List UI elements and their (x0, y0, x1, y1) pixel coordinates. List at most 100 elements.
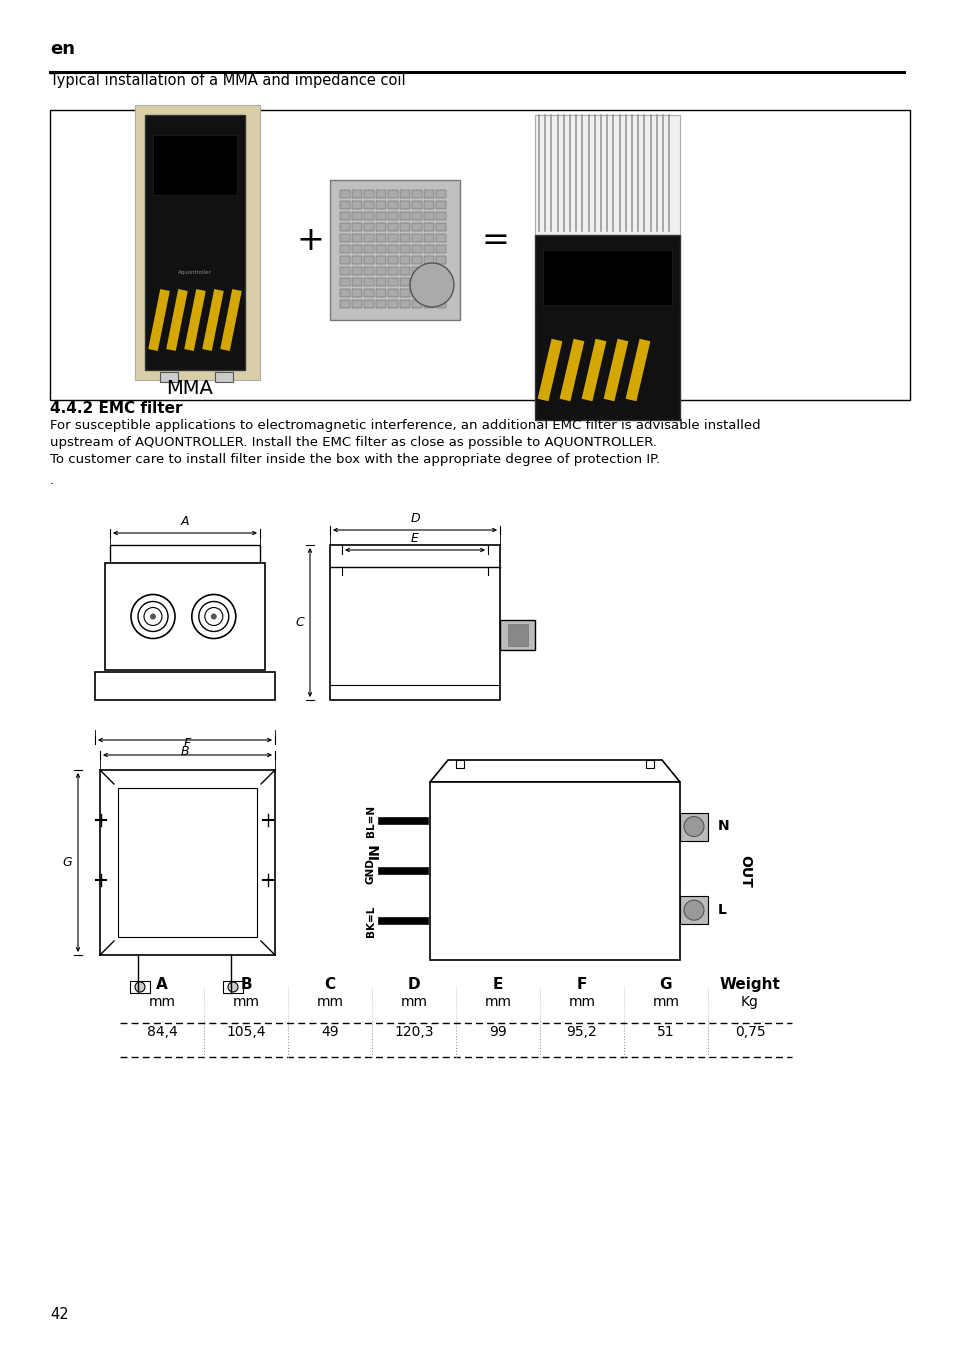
Text: E: E (411, 531, 418, 545)
Text: A: A (180, 515, 189, 529)
Text: GND: GND (366, 859, 375, 884)
Text: 105,4: 105,4 (226, 1025, 266, 1038)
Bar (152, 135, 236, 195)
Bar (399, 212, 410, 220)
Bar (412, 201, 421, 210)
Bar (399, 245, 410, 253)
Bar (436, 256, 446, 264)
Bar (339, 245, 350, 253)
Text: mm: mm (484, 995, 511, 1009)
Bar (399, 300, 410, 308)
Bar (499, 621, 535, 650)
Text: mm: mm (149, 995, 175, 1009)
Circle shape (144, 607, 162, 626)
Bar (375, 223, 386, 231)
Text: E: E (493, 977, 502, 992)
Bar (364, 289, 374, 297)
Bar (339, 201, 350, 210)
Bar (423, 279, 434, 287)
Bar (352, 256, 361, 264)
Text: B: B (180, 745, 189, 758)
Text: Kg: Kg (740, 995, 759, 1009)
Bar (339, 191, 350, 197)
Bar (352, 212, 361, 220)
Bar (542, 250, 671, 306)
Text: G: G (659, 977, 672, 992)
Bar (50, 110, 909, 400)
Bar (436, 279, 446, 287)
Bar (100, 771, 274, 955)
Bar (679, 896, 707, 925)
Bar (436, 234, 446, 242)
Circle shape (131, 595, 174, 638)
Bar (339, 266, 350, 274)
Bar (399, 191, 410, 197)
Bar (352, 201, 361, 210)
Bar (339, 212, 350, 220)
Bar (412, 234, 421, 242)
Bar (364, 266, 374, 274)
Bar (423, 266, 434, 274)
Bar (423, 201, 434, 210)
Bar (423, 300, 434, 308)
Bar (375, 256, 386, 264)
Bar (436, 289, 446, 297)
Bar (430, 781, 679, 960)
Circle shape (410, 264, 454, 307)
Text: mm: mm (233, 995, 259, 1009)
Text: upstream of AQUONTROLLER. Install the EMC filter as close as possible to AQUONTR: upstream of AQUONTROLLER. Install the EM… (50, 435, 657, 449)
Bar (364, 234, 374, 242)
Circle shape (135, 982, 145, 992)
Text: BK=L: BK=L (366, 904, 375, 937)
Bar (423, 212, 434, 220)
Bar (412, 289, 421, 297)
Text: Typical installation of a MMA and impedance coil: Typical installation of a MMA and impeda… (50, 73, 405, 88)
Text: 99: 99 (489, 1025, 506, 1038)
Text: =: = (480, 223, 508, 257)
Bar (105, 562, 265, 671)
Bar (436, 212, 446, 220)
Bar (412, 256, 421, 264)
Bar (388, 201, 397, 210)
Bar (388, 279, 397, 287)
Bar (135, 105, 260, 380)
Bar (375, 300, 386, 308)
Bar (412, 245, 421, 253)
Bar (130, 982, 150, 992)
Text: BL=N: BL=N (366, 804, 375, 837)
Bar (436, 191, 446, 197)
Bar (423, 234, 434, 242)
Bar (339, 289, 350, 297)
Bar (375, 201, 386, 210)
Bar (375, 289, 386, 297)
Bar (399, 279, 410, 287)
Text: 84,4: 84,4 (147, 1025, 177, 1038)
Text: en: en (50, 41, 75, 58)
Bar (352, 289, 361, 297)
Bar (375, 245, 386, 253)
Text: D: D (410, 512, 419, 525)
Bar (364, 245, 374, 253)
Bar (388, 289, 397, 297)
Text: F: F (184, 737, 191, 750)
Bar (679, 813, 707, 841)
Circle shape (683, 900, 703, 921)
Text: mm: mm (400, 995, 427, 1009)
Bar (388, 212, 397, 220)
Bar (388, 256, 397, 264)
Circle shape (192, 595, 235, 638)
Bar (436, 245, 446, 253)
Text: A: A (156, 977, 168, 992)
Bar (412, 212, 421, 220)
Bar (339, 223, 350, 231)
Bar (423, 245, 434, 253)
Text: C: C (294, 617, 304, 629)
Text: 49: 49 (321, 1025, 338, 1038)
Text: OUT: OUT (738, 854, 751, 887)
Bar (352, 191, 361, 197)
Bar (436, 223, 446, 231)
Text: +: + (295, 223, 324, 257)
Bar (110, 545, 260, 562)
Bar (388, 223, 397, 231)
Text: IN: IN (368, 842, 381, 860)
